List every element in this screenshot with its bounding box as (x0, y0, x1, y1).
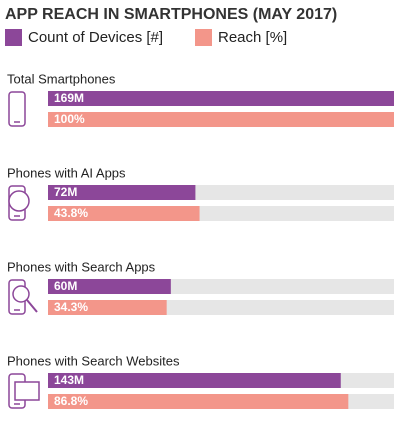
bar (48, 206, 200, 221)
category-label: Phones with Search Apps (7, 259, 156, 274)
category-label: Phones with Search Websites (7, 353, 180, 368)
category-label: Phones with AI Apps (7, 165, 126, 180)
ai-icon (8, 190, 30, 212)
legend-label: Count of Devices [#] (28, 29, 163, 46)
value-label: 43.8% (54, 206, 88, 220)
category-label: Total Smartphones (7, 71, 116, 86)
search-icon (12, 285, 30, 303)
value-label: 72M (54, 185, 77, 199)
phone-icon (8, 91, 26, 127)
bar (48, 91, 394, 106)
legend-swatch (195, 29, 212, 46)
value-label: 60M (54, 279, 77, 293)
value-label: 86.8% (54, 394, 88, 408)
chart-title: APP REACH IN SMARTPHONES (MAY 2017) (5, 6, 337, 23)
bar (48, 112, 394, 127)
legend-swatch (5, 29, 22, 46)
value-label: 34.3% (54, 300, 88, 314)
bar (48, 185, 196, 200)
legend-label: Reach [%] (218, 29, 287, 46)
bar (48, 279, 171, 294)
search-icon (26, 299, 38, 313)
bar (48, 300, 167, 315)
value-label: 169M (54, 91, 84, 105)
browser-icon (14, 381, 40, 401)
bar (48, 394, 349, 409)
value-label: 143M (54, 373, 84, 387)
bar (48, 373, 341, 388)
value-label: 100% (54, 112, 85, 126)
